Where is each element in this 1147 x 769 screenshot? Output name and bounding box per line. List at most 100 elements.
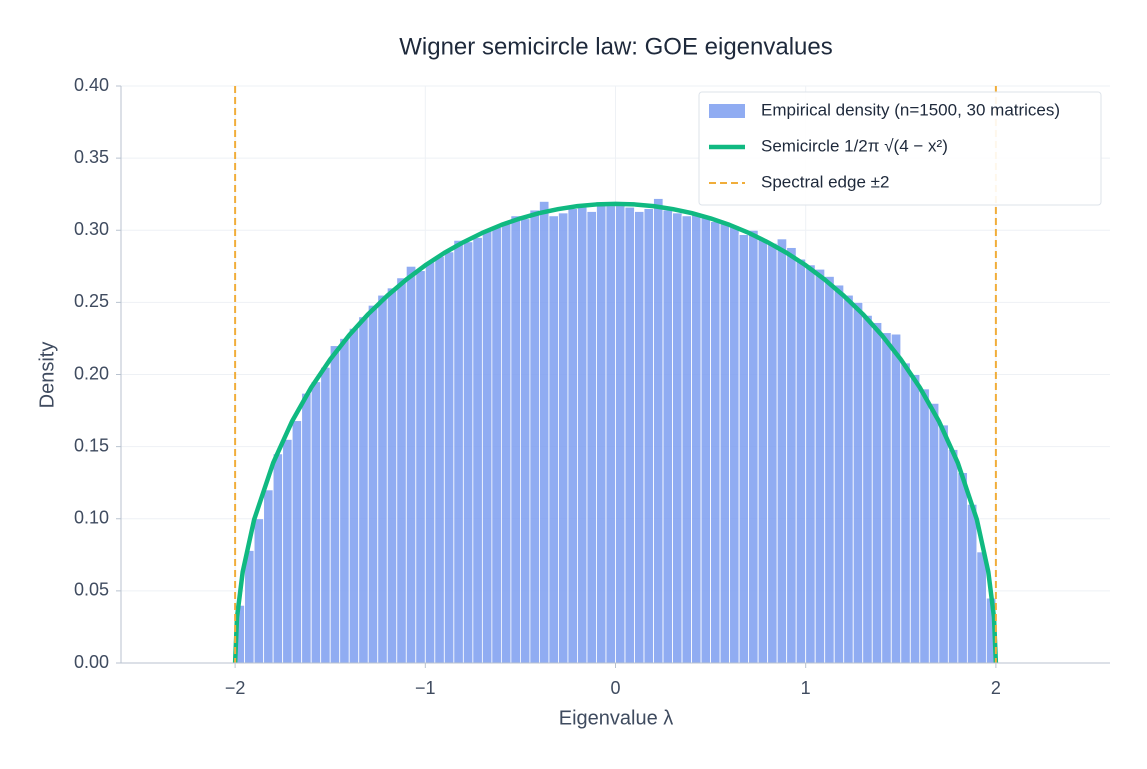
histogram-bar	[329, 345, 341, 664]
histogram-bar	[938, 424, 949, 664]
histogram-bar	[586, 211, 597, 664]
histogram-bar	[377, 294, 388, 664]
x-tick-label: −1	[415, 678, 436, 698]
legend: Empirical density (n=1500, 30 matrices) S…	[698, 91, 1102, 206]
y-tick-label: 0.20	[74, 363, 109, 383]
histogram-bar	[805, 264, 816, 664]
histogram-bar	[653, 198, 664, 664]
histogram-bar	[291, 420, 303, 664]
y-tick-label: 0.35	[74, 147, 109, 167]
histogram-bar	[824, 276, 835, 664]
histogram-bar	[301, 392, 312, 664]
y-tick-label: 0.05	[74, 580, 109, 600]
histogram-bar	[852, 301, 864, 664]
histogram-bar	[710, 221, 721, 664]
histogram-bar	[976, 551, 987, 664]
y-tick-label: 0.40	[74, 75, 109, 95]
histogram-bar	[757, 238, 769, 664]
histogram-bar	[729, 225, 740, 664]
histogram-bar	[776, 238, 788, 664]
histogram-bar	[500, 222, 512, 664]
histogram-bar	[900, 362, 911, 664]
histogram-bar	[539, 200, 550, 664]
histogram-bar	[567, 208, 578, 664]
x-tick-label: 0	[610, 678, 620, 698]
histogram-bar	[263, 489, 274, 664]
histogram-bar	[881, 332, 892, 664]
y-tick-label: 0.15	[74, 435, 109, 455]
y-tick-label: 0.10	[74, 508, 109, 528]
histogram-bar	[966, 503, 978, 664]
histogram-bar	[795, 258, 807, 664]
legend-label: Spectral edge ±2	[761, 172, 889, 191]
histogram-bar	[253, 518, 265, 664]
histogram-bar	[662, 209, 673, 664]
histogram-bar	[843, 294, 854, 664]
y-tick-label: 0.30	[74, 219, 109, 239]
histogram-bar	[719, 222, 731, 664]
y-axis-label: Density	[36, 342, 58, 409]
legend-label: Empirical density (n=1500, 30 matrices)	[761, 100, 1060, 119]
histogram-bar	[596, 203, 607, 664]
histogram-bar	[748, 229, 759, 664]
x-tick-label: 1	[801, 678, 811, 698]
histogram-bar	[624, 206, 635, 664]
histogram-bar	[481, 229, 493, 664]
histogram-bar	[339, 338, 350, 664]
histogram-bar	[282, 439, 293, 664]
histogram-bar	[919, 388, 930, 664]
histogram-bar	[767, 242, 778, 664]
histogram-bar	[890, 333, 902, 664]
legend-label: Semicircle 1/2π √(4 − x²)	[761, 136, 948, 155]
histogram-bar	[244, 550, 255, 664]
histogram-bar	[491, 226, 502, 664]
histogram-bar	[320, 366, 331, 664]
histogram-bar	[672, 212, 683, 664]
histogram-bar	[548, 215, 559, 664]
chart-title: Wigner semicircle law: GOE eigenvalues	[399, 33, 833, 60]
histogram-bar	[700, 216, 711, 664]
histogram-bar	[434, 255, 445, 664]
histogram-bar	[472, 237, 483, 664]
histogram-bar	[310, 381, 322, 664]
legend-box	[698, 91, 1102, 206]
histogram-bar	[957, 472, 968, 664]
histogram-bar	[691, 213, 702, 664]
histogram-bar	[405, 265, 417, 664]
histogram-bar	[462, 241, 474, 664]
histogram-bar	[529, 209, 540, 664]
histogram-bar	[871, 322, 883, 664]
x-tick-label: 2	[991, 678, 1001, 698]
histogram-bar	[443, 251, 455, 664]
histogram-bar	[833, 284, 845, 664]
histogram-bar	[605, 205, 616, 664]
histogram-bar	[786, 247, 797, 664]
x-tick-label: −2	[225, 678, 246, 698]
histogram-bar	[358, 316, 369, 664]
histogram-bar	[396, 277, 407, 664]
legend-swatch	[709, 104, 745, 118]
histogram-bar	[272, 453, 284, 664]
histogram-bar	[634, 211, 645, 664]
histogram-bar	[348, 327, 360, 664]
histogram-bar	[814, 268, 826, 664]
histogram-bar	[928, 402, 940, 664]
histogram-bar	[424, 261, 436, 664]
y-tick-label: 0.25	[74, 291, 109, 311]
histogram-bar	[947, 449, 959, 664]
histogram-bar	[738, 234, 750, 664]
histogram-bar	[862, 314, 873, 664]
histogram-bar	[453, 239, 464, 664]
histogram-bar	[577, 206, 588, 664]
histogram-bar	[681, 215, 692, 664]
histogram-bar	[643, 208, 654, 664]
histogram-bar	[909, 374, 921, 664]
histogram-bar	[415, 270, 426, 664]
histogram-bar	[367, 304, 379, 664]
curve	[232, 201, 999, 664]
x-axis-label: Eigenvalue λ	[559, 707, 674, 729]
y-tick-label: 0.00	[74, 652, 109, 672]
histogram-bar	[510, 215, 521, 664]
